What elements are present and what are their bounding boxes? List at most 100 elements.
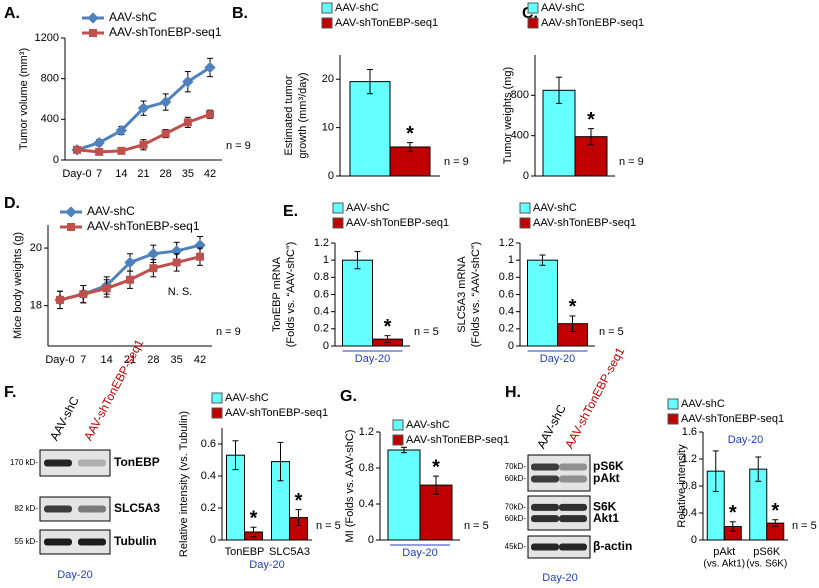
legend-marker (67, 223, 75, 231)
x-tick-label: 14 (115, 168, 127, 180)
y-axis-label: MI (Folds vs. AAV-shC) (344, 430, 356, 543)
point (147, 248, 159, 260)
legend-label: AAV-shC (335, 2, 379, 14)
x-tick-label: TonEBP (225, 546, 265, 558)
y-tick-label: 0.2 (499, 323, 514, 335)
y-axis-label: (Folds vs. “AAV-shC”) (470, 242, 482, 348)
y-tick-label: 0.8 (499, 271, 514, 283)
blot-marker: 45kD- (505, 542, 527, 551)
x-tick-label: 42 (204, 168, 216, 180)
blot-label: pAkt (593, 471, 620, 485)
y-tick-label: 0.6 (314, 288, 329, 300)
blot-marker: 55 kD- (14, 537, 38, 546)
x-axis-label: Day-20 (355, 353, 390, 365)
y-axis-label: TonEBP mRNA (271, 256, 283, 332)
blot-band (44, 505, 72, 513)
legend-label: AAV-shC (109, 10, 157, 24)
y-tick-label: 1.2 (682, 453, 697, 465)
significance-marker: * (569, 296, 577, 318)
panel-label: H. (505, 384, 521, 401)
x-tick-note: (vs. S6K) (746, 559, 787, 570)
y-tick-label: 0.8 (359, 462, 374, 474)
point (196, 252, 204, 261)
legend-label: AAV-shC (87, 204, 135, 218)
panel-label: B. (232, 5, 248, 22)
bar (387, 449, 421, 541)
y-tick-label: 0.6 (201, 438, 216, 450)
sample-size-note: n = 9 (619, 156, 644, 168)
y-tick-label: 0 (691, 534, 697, 546)
y-axis-label: growth (mm³/day) (297, 72, 309, 158)
y-tick-label: 0.4 (359, 498, 374, 510)
legend-swatch (321, 2, 333, 14)
legend-swatch (332, 217, 344, 229)
point (56, 295, 64, 304)
x-axis-label: Day-20 (249, 559, 284, 571)
x-tick-label: pAkt (713, 546, 735, 558)
x-tick-label: 28 (160, 168, 172, 180)
blot-xlabel: Day-20 (57, 569, 92, 581)
legend-swatch (211, 392, 223, 404)
sample-size-note: n = 9 (216, 326, 241, 338)
annotation: N. S. (168, 286, 192, 298)
point (79, 290, 88, 299)
sample-size-note: n = 9 (226, 140, 251, 152)
blot-band (559, 475, 587, 483)
blot-band (559, 503, 587, 511)
legend-label: AAV-shTonEBP-seq1 (87, 219, 200, 233)
blot-label: pS6K (593, 459, 624, 473)
point (115, 124, 127, 137)
blot-label: β-actin (593, 539, 632, 553)
sample-size-note: n = 9 (444, 156, 469, 168)
legend-swatch (332, 202, 344, 214)
legend-swatch (211, 407, 223, 419)
legend-swatch (667, 413, 679, 425)
y-tick-label: 0.4 (314, 306, 329, 318)
point (172, 258, 181, 267)
blot-label: SLC5A3 (114, 501, 160, 515)
bar (349, 81, 391, 177)
x-tick-label: 21 (137, 168, 149, 180)
bar (342, 259, 373, 347)
significance-marker: * (587, 109, 595, 131)
y-tick-label: 800 (41, 73, 59, 85)
y-tick-label: 0 (328, 170, 334, 182)
legend-label: AAV-shC (406, 419, 450, 431)
blot-band (531, 515, 559, 523)
y-tick-label: 0 (210, 534, 216, 546)
y-tick-label: 0.2 (314, 323, 329, 335)
y-tick-label: 1.2 (359, 426, 374, 438)
blot-band (531, 475, 559, 483)
point (183, 118, 192, 127)
x-tick-label: pS6K (753, 546, 781, 558)
legend-label: AAV-shTonEBP-seq1 (681, 413, 784, 425)
blot-band (531, 463, 559, 471)
legend-swatch (392, 434, 404, 446)
point (161, 129, 170, 138)
legend-label: AAV-shTonEBP-seq1 (346, 217, 449, 229)
blot-band (559, 543, 587, 551)
sample-size-note: n = 5 (316, 520, 341, 532)
y-tick-label: 20 (322, 73, 334, 85)
blot-marker: 82 kD- (14, 504, 38, 513)
legend-swatch (519, 217, 531, 229)
y-tick-label: 1.2 (499, 237, 514, 249)
y-tick-label: 0 (508, 340, 514, 352)
blot-xlabel: Day-20 (542, 572, 577, 584)
significance-marker: * (406, 123, 414, 145)
subtitle: Day-20 (728, 434, 763, 446)
point (117, 146, 126, 155)
y-tick-label: 0.4 (682, 507, 697, 519)
x-tick-label: 35 (182, 168, 194, 180)
legend-label: AAV-shC (681, 398, 725, 410)
y-tick-label: 0 (53, 154, 59, 166)
x-tick-label: 42 (194, 354, 206, 366)
significance-marker: * (250, 507, 258, 529)
x-tick-label: 28 (147, 354, 159, 366)
blot-marker: 70kD- (505, 462, 527, 471)
x-tick-label: 14 (101, 354, 113, 366)
blot-panel (527, 454, 591, 492)
legend-label: AAV-shTonEBP-seq1 (541, 17, 644, 29)
legend-label: AAV-shTonEBP-seq1 (335, 17, 438, 29)
y-tick-label: 18 (30, 300, 42, 312)
